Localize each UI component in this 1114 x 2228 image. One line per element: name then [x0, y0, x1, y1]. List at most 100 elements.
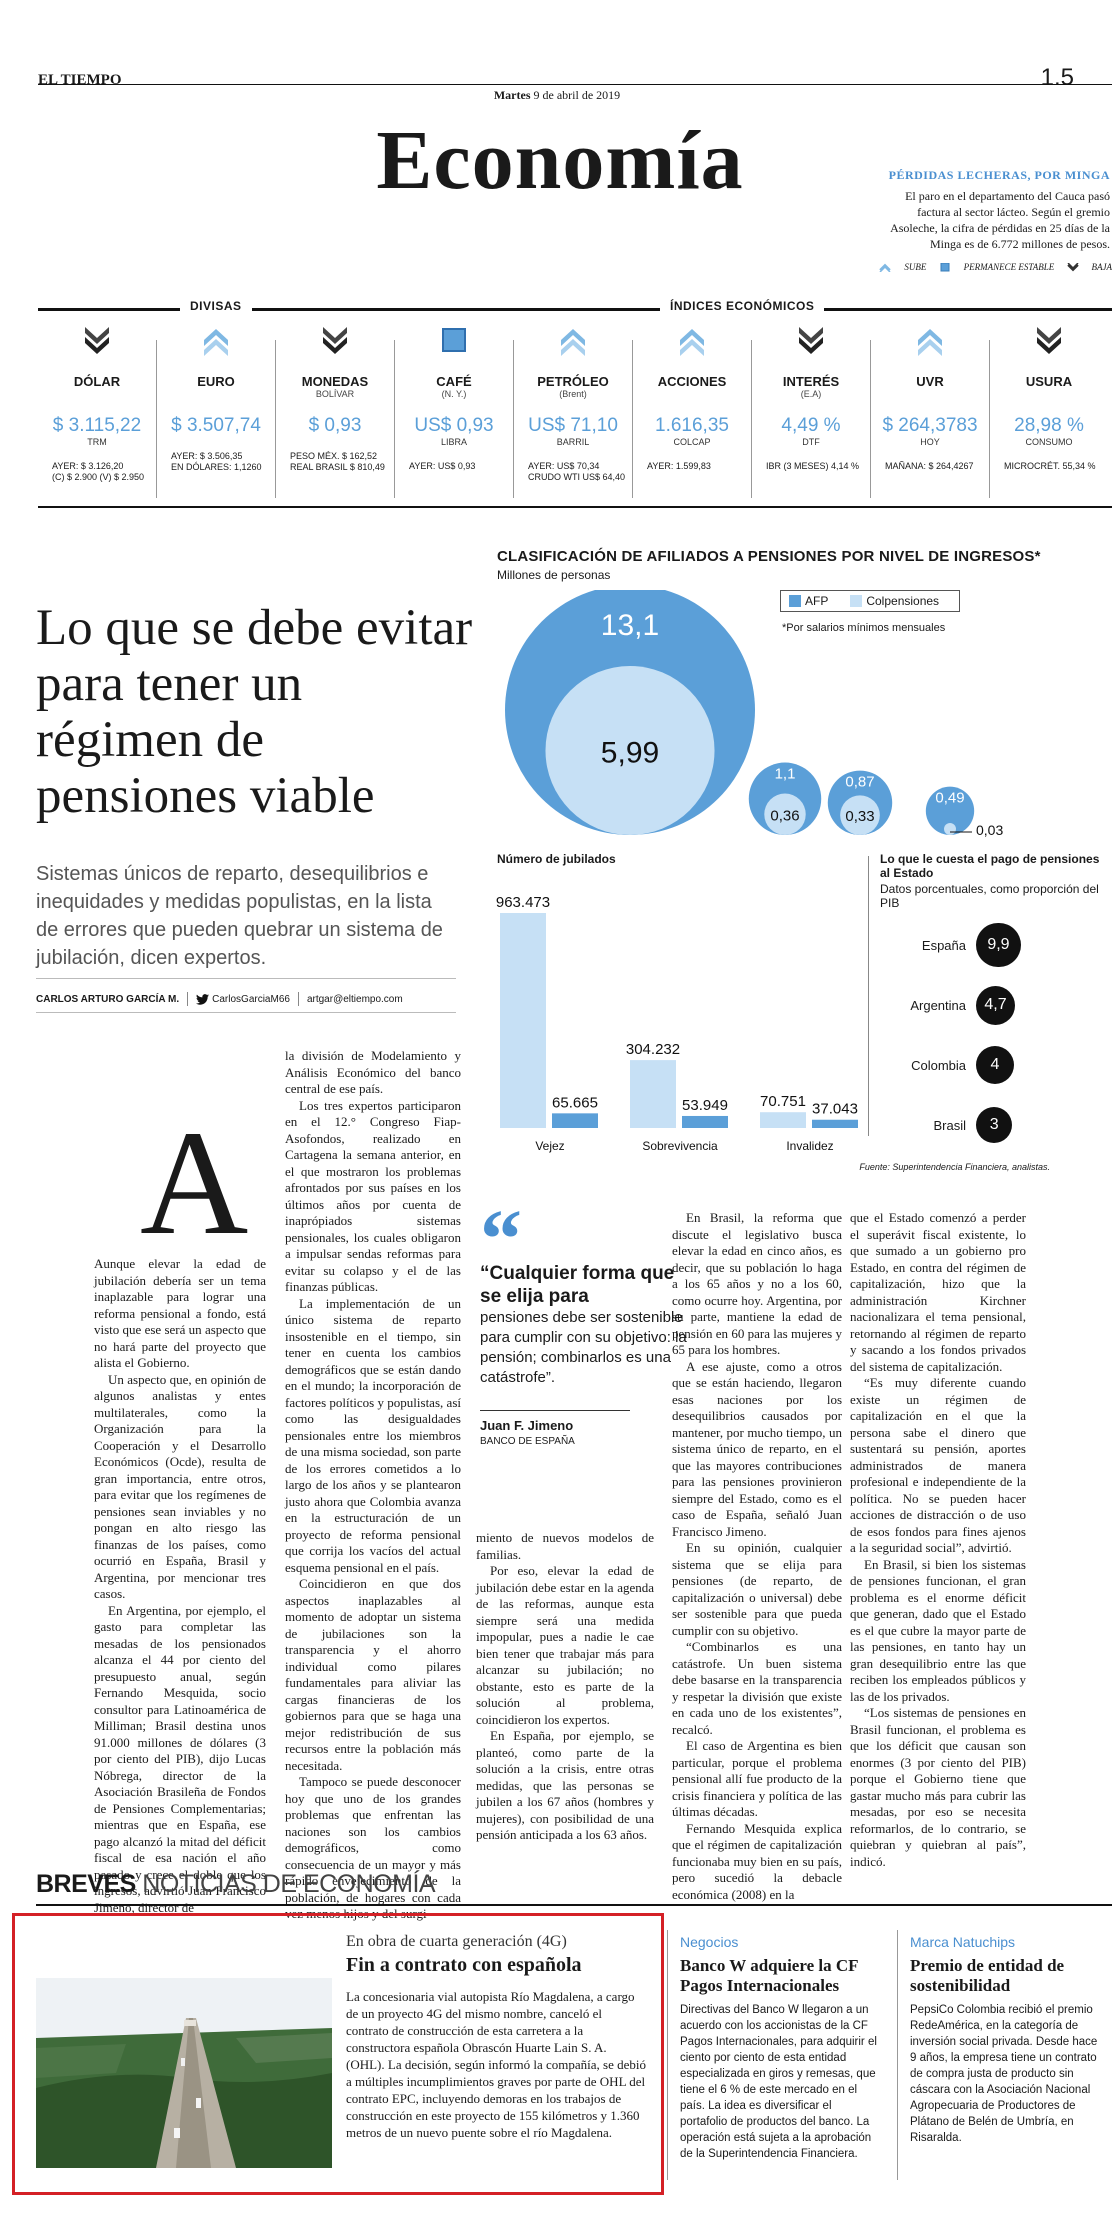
stable-square-icon [395, 322, 513, 360]
chart-source: Fuente: Superintendencia Financiera, ana… [859, 1162, 1050, 1172]
afp-bar [500, 913, 546, 1128]
top-brief-kicker: PÉRDIDAS LECHERAS, POR MINGA [888, 168, 1110, 182]
top-brief-text: El paro en el departamento del Cauca pas… [890, 189, 1110, 251]
brief1-text: La concesionaria vial autopista Río Magd… [346, 1989, 646, 2140]
indicator-unit: CONSUMO [1025, 437, 1073, 447]
indicator-separator [870, 340, 871, 498]
afp-bar [760, 1112, 806, 1128]
cost-bubble: 3 [976, 1106, 1013, 1144]
indicator-subname: BOLÍVAR [315, 389, 355, 399]
legend-stable: PERMANECE ESTABLE [939, 262, 1054, 272]
paragraph: En España, por ejemplo, se planteó, como… [476, 1728, 654, 1842]
paragraph: Un aspecto que, en opinión de algunos an… [94, 1371, 266, 1602]
cost-country: Argentina [910, 997, 966, 1013]
cost-bubble: 9,9 [976, 922, 1021, 968]
brief1-kicker: En obra de cuarta generación (4G) [346, 1933, 567, 1950]
paragraph: miento de nuevos modelos de familias. [476, 1530, 654, 1562]
indicator-aux1: IBR (3 MESES) 4,14 % [766, 461, 860, 471]
indicator-separator [513, 340, 514, 498]
indicator-value: $ 0,93 [308, 415, 362, 436]
section-title: Economía [376, 114, 744, 207]
article-column-1: Aunque elevar la edad de jubilación debe… [94, 1256, 266, 1916]
indicator-aux2: REAL BRASIL $ 810,49 [290, 462, 385, 472]
indicator-separator [394, 340, 395, 498]
indicator-aux: PESO MÉX. $ 162,52 REAL BRASIL $ 810,49 [276, 451, 394, 473]
indicator-unit: HOY [920, 437, 940, 447]
bar-value-label: 65.665 [552, 1094, 598, 1111]
afp-bubble-label: 13,1 [601, 609, 659, 642]
article-column-3: miento de nuevos modelos de familias. Por… [476, 1530, 654, 1844]
legend-colp-swatch [850, 595, 863, 607]
colpensiones-bubble [944, 823, 956, 835]
legend-afp-label: AFP [805, 594, 829, 608]
paragraph: Fernando Mesquida explica que el régimen… [672, 1820, 842, 1902]
paragraph: Por eso, elevar la edad de jubilación de… [476, 1563, 654, 1727]
indicators-top-rule [38, 308, 1112, 311]
colpensiones-bar [812, 1119, 858, 1128]
indicator-aux: MICROCRÉT. 55,34 % [990, 461, 1108, 472]
divisas-label: DIVISAS [180, 299, 252, 313]
indicator-aux2: CRUDO WTI US$ 64,40 [528, 472, 626, 482]
indicator-name: ACCIONES [657, 374, 727, 389]
indicator-subname [871, 389, 989, 401]
indicator-aux: AYER: $ 3.506,35 EN DÓLARES: 1,1260 [157, 451, 275, 473]
indicator-aux2: EN DÓLARES: 1,1260 [171, 462, 262, 472]
indicator-value: 1.616,35 [655, 415, 729, 436]
chart-title: CLASIFICACIÓN DE AFILIADOS A PENSIONES P… [497, 548, 1041, 565]
bubble-chart: 13,1 5,99 1,1 0,36 0,87 0,33 0,49 0,03 [505, 590, 1003, 838]
down-arrow-icon [1066, 263, 1079, 272]
quote-organization: BANCO DE ESPAÑA [480, 1436, 575, 1447]
legend-colp-label: Colpensiones [866, 594, 940, 608]
indicator-unit: TRM [87, 437, 107, 447]
indicator-subname [633, 389, 751, 401]
article-headline: Lo que se debe evitar para tener un régi… [36, 600, 473, 824]
author-email[interactable]: artgar@eltiempo.com [306, 993, 403, 1005]
indicator-separator [989, 340, 990, 498]
quote-mark: “ [480, 1193, 522, 1286]
chart-subtitle: Millones de personas [497, 568, 611, 582]
indicator-aux2: (C) $ 2.900 (V) $ 2.950 [52, 472, 145, 482]
cost-chart-title: Lo que le cuesta el pago de pensiones al… [880, 852, 1100, 880]
indicator-6: INTERÉS (E.A) 4,49 % DTF IBR (3 MESES) 4… [752, 322, 870, 504]
colpensiones-bubble [545, 665, 715, 835]
paragraph: la división de Modelamiento y Análisis E… [285, 1048, 461, 1096]
indicator-separator [632, 340, 633, 498]
newspaper-name: EL TIEMPO [38, 72, 122, 88]
indicator-unit: BARRIL [556, 437, 590, 447]
article-column-4: En Brasil, la reforma que discute el leg… [672, 1210, 842, 1903]
page-number: 1.5 [1040, 64, 1074, 91]
indicator-aux1: AYER: 1.599,83 [647, 461, 711, 471]
indicator-subname: (E.A) [800, 389, 822, 399]
retirees-chart-title: Número de jubilados [497, 852, 616, 866]
colpensiones-bubble-label: 0,33 [845, 808, 874, 825]
chart-legend: AFP Colpensiones [780, 590, 960, 612]
indicator-name: CAFÉ [436, 374, 472, 389]
paragraph: A ese ajuste, como a otros que se están … [672, 1358, 842, 1539]
brief1-title: Fin a contrato con española [346, 1954, 582, 1976]
indicator-unit: LIBRA [440, 437, 467, 447]
indicator-name: EURO [197, 374, 235, 389]
indicator-value: $ 3.507,74 [171, 415, 261, 436]
colpensiones-bubble [764, 793, 806, 835]
paragraph: En su opinión, cualquier sistema que se … [672, 1540, 842, 1638]
cost-divider [868, 856, 869, 1136]
indicator-unit: COLCAP [673, 437, 711, 447]
indicator-aux: AYER: $ 3.126,20 (C) $ 2.900 (V) $ 2.950 [38, 461, 156, 483]
indicator-unit: DTF [802, 437, 820, 447]
indicator-aux: AYER: 1.599,83 [633, 461, 751, 472]
afp-bubble-label: 1,1 [775, 766, 796, 783]
date-rest: 9 de abril de 2019 [530, 88, 621, 102]
cost-row: Colombia 4 [880, 1042, 1080, 1088]
author-twitter[interactable]: CarlosGarciaM66 [212, 993, 290, 1005]
retirees-bar-chart: 963.473 65.665 Vejez 304.232 53.949 Sobrevive… [496, 894, 858, 1153]
byline-divider-2 [297, 992, 299, 1006]
brief3-kicker: Marca Natuchips [910, 1934, 1016, 1950]
paragraph: “Es muy diferente cuando existe un régim… [850, 1375, 1026, 1555]
cost-row: España 9,9 [880, 922, 1080, 968]
indicator-2: MONEDAS BOLÍVAR $ 0,93 PESO MÉX. $ 162,5… [276, 322, 394, 504]
paragraph: Los tres expertos participaron en el 12.… [285, 1097, 461, 1295]
indicator-value: US$ 71,10 [528, 415, 618, 436]
cost-country: España [921, 937, 966, 953]
breves-rest: NOTICIAS DE ECONOMÍA [135, 1870, 436, 1898]
down-arrow-icon [276, 322, 394, 360]
